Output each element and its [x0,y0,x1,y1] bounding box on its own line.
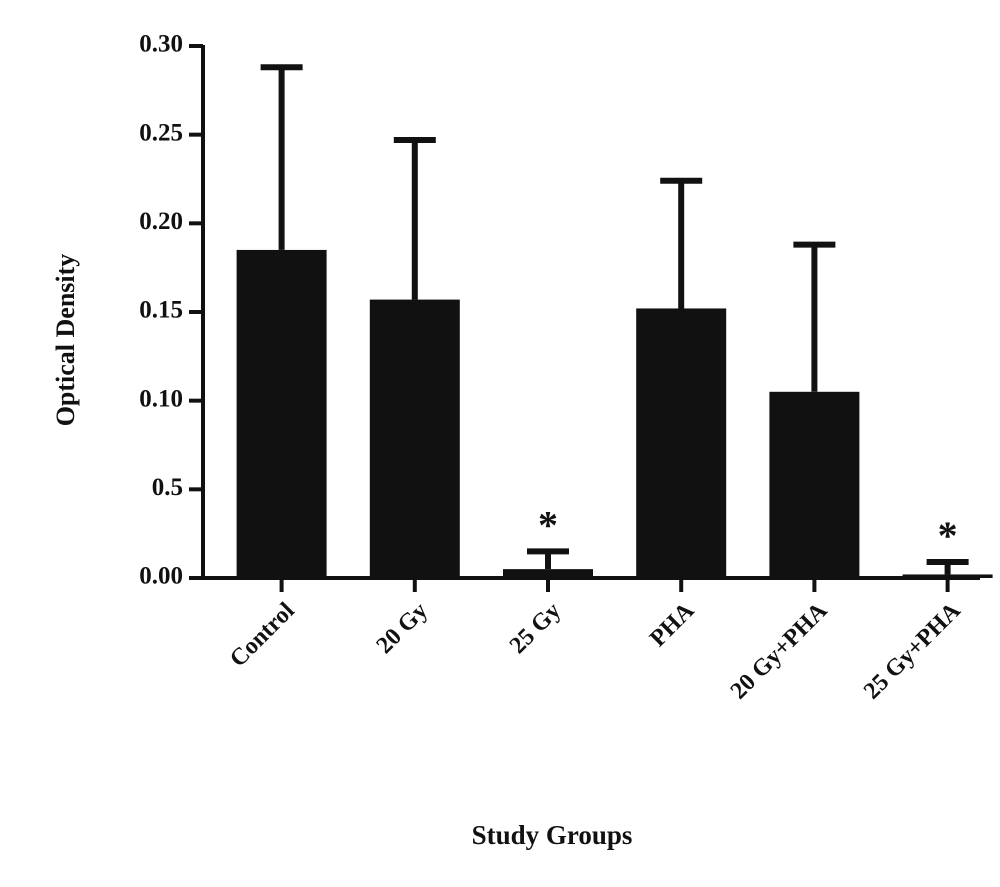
y-tick-label: 0.5 [152,474,183,501]
x-tick-label: Control [225,598,300,673]
x-tick-label: 20 Gy [372,598,433,659]
bar [503,569,593,578]
y-tick-label: 0.10 [139,385,183,412]
x-tick-label: 25 Gy [505,598,566,659]
bar [636,308,727,578]
y-tick-label: 0.20 [139,208,183,235]
y-tick-label: 0.15 [139,297,183,324]
x-tick-label: PHA [645,597,700,652]
annotation: * [938,513,958,558]
y-tick-label: 0.00 [139,563,183,590]
x-axis-label: Study Groups [472,820,633,850]
annotation: * [538,503,558,548]
x-tick-label: 20 Gy+PHA [726,597,833,704]
bar [236,249,327,578]
x-tick-label: 25 Gy+PHA [859,597,966,704]
bar [369,299,460,578]
y-tick-label: 0.25 [139,119,183,146]
y-axis-label: Optical Density [51,254,80,427]
y-tick-label: 0.30 [139,31,183,58]
bar [769,391,860,578]
